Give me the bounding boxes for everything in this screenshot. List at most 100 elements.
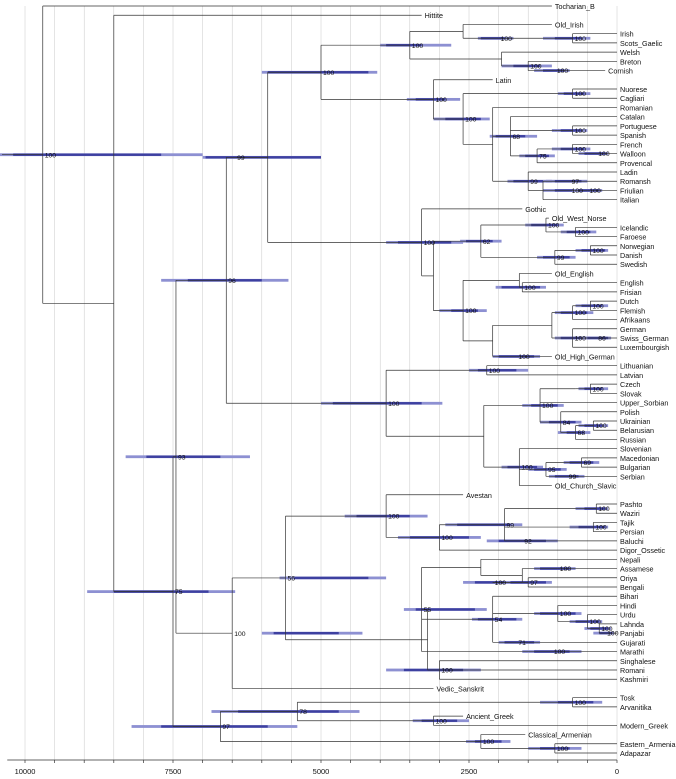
- tip-label: Modern_Greek: [620, 721, 668, 730]
- support-value: 100: [598, 151, 610, 158]
- tip-label: Icelandic: [620, 223, 649, 232]
- tip-label: Portuguese: [620, 122, 657, 131]
- support-value: 100: [548, 223, 560, 230]
- hpd-core-bar: [507, 465, 538, 469]
- tip-label: Romani: [620, 666, 645, 675]
- support-value: 100: [592, 248, 604, 255]
- tip-label: Assamese: [620, 565, 654, 574]
- hpd-core-bar: [146, 455, 221, 458]
- tip-label: Nepali: [620, 555, 641, 564]
- tip-label: Vedic_Sanskrit: [436, 684, 484, 693]
- tip-label: Macedonian: [620, 454, 659, 463]
- support-value: 75: [175, 589, 183, 596]
- support-value: 84: [563, 420, 571, 427]
- tip-label: Old_Irish: [555, 20, 584, 29]
- support-value: 100: [554, 649, 566, 656]
- tip-label: Scots_Gaelic: [620, 39, 663, 48]
- support-value: 78: [299, 709, 307, 716]
- tip-label: Provencal: [620, 159, 652, 168]
- support-value: 68: [512, 134, 520, 141]
- support-value: 97: [572, 179, 580, 186]
- tip-label: Czech: [620, 380, 640, 389]
- tip-label: German: [620, 325, 646, 334]
- support-value: 71: [518, 640, 526, 647]
- tip-label: Marathi: [620, 648, 644, 657]
- support-value: 68: [578, 430, 586, 437]
- tip-label: Pashto: [620, 500, 642, 509]
- support-value: 55: [424, 607, 432, 614]
- hpd-core-bar: [543, 256, 570, 259]
- hpd-core-bar: [531, 404, 558, 407]
- support-value: 99: [557, 255, 565, 262]
- tip-label: Tajik: [620, 518, 635, 527]
- tip-label: Latin: [496, 76, 512, 85]
- hpd-core-bar: [581, 304, 603, 307]
- support-value: 100: [575, 336, 587, 343]
- tip-label: Ladin: [620, 168, 638, 177]
- support-value: 100: [412, 43, 424, 50]
- tip-label: Singhalese: [620, 657, 656, 666]
- tip-label: Irish: [620, 30, 634, 39]
- tip-label: Persian: [620, 528, 644, 537]
- support-value: 97: [530, 580, 538, 587]
- support-value: 100: [607, 631, 619, 638]
- tip-label: Lahnda: [620, 620, 644, 629]
- tip-label: Arvanitika: [620, 703, 652, 712]
- support-value: 100: [489, 368, 501, 375]
- tip-label: Belarusian: [620, 426, 654, 435]
- tip-labels: Tocharian_B Hittite Old_Irish IrishScots_Ga…: [425, 2, 676, 758]
- hpd-core-bar: [548, 420, 576, 424]
- tip-label: Nuorese: [620, 85, 647, 94]
- tip-label: Hindi: [620, 601, 637, 610]
- support-value: 100: [495, 580, 507, 587]
- support-value: 100: [589, 188, 601, 195]
- tip-label: Old_Church_Slavic: [555, 482, 617, 491]
- support-value: 100: [424, 240, 436, 247]
- support-value: 100: [595, 525, 607, 532]
- support-values: 100 75 93 96 99 100 100 100 100 100 100 100 100 100 68…: [45, 36, 619, 753]
- tip-label: Ukrainian: [620, 417, 650, 426]
- support-value: 100: [557, 68, 569, 75]
- support-value: 95: [548, 467, 556, 474]
- axis-tick-label: 2500: [461, 767, 478, 776]
- tip-label: Eastern_Armenian: [620, 740, 676, 749]
- hpd-core-bar: [13, 153, 162, 156]
- hpd-core-bar: [563, 92, 585, 95]
- tip-label: French: [620, 140, 642, 149]
- hpd-core-bar: [451, 309, 478, 312]
- tip-label: Digor_Ossetic: [620, 546, 666, 555]
- tip-label: Slovenian: [620, 445, 652, 454]
- support-value: 100: [575, 310, 587, 317]
- tip-label: Spanish: [620, 131, 646, 140]
- tip-label: Russian: [620, 435, 646, 444]
- support-value: 100: [575, 36, 587, 43]
- hpd-core-bar: [557, 701, 594, 704]
- tip-label: Romansh: [620, 177, 651, 186]
- hpd-core-bar: [560, 311, 588, 314]
- support-value: 100: [575, 700, 587, 707]
- hpd-core-bar: [534, 468, 561, 471]
- tip-label: Tosk: [620, 694, 635, 703]
- support-value: 100: [45, 152, 57, 159]
- support-value: 100: [483, 739, 495, 746]
- tip-label: Faroese: [620, 233, 646, 242]
- time-axis: 10000 7500 5000 2500 0: [7, 759, 619, 776]
- tip-label: Romanian: [620, 103, 653, 112]
- tip-label: Adapazar: [620, 749, 651, 758]
- tip-label: Serbian: [620, 472, 645, 481]
- hpd-core-bar: [581, 249, 606, 252]
- support-value: 100: [592, 386, 604, 393]
- tip-label: Baluchi: [620, 537, 644, 546]
- hpd-core-bar: [566, 230, 591, 234]
- support-value: 100: [435, 97, 447, 104]
- support-value: 100: [595, 423, 607, 430]
- tip-label: Norwegian: [620, 242, 654, 251]
- support-value: 86: [598, 336, 606, 343]
- hpd-core-bar: [584, 387, 603, 390]
- tip-label: Bulgarian: [620, 463, 650, 472]
- support-value: 100: [441, 668, 453, 675]
- support-value: 75: [539, 153, 547, 160]
- hpd-core-bar: [273, 631, 339, 635]
- tip-label: Old_High_German: [555, 352, 615, 361]
- support-value: 100: [560, 566, 572, 573]
